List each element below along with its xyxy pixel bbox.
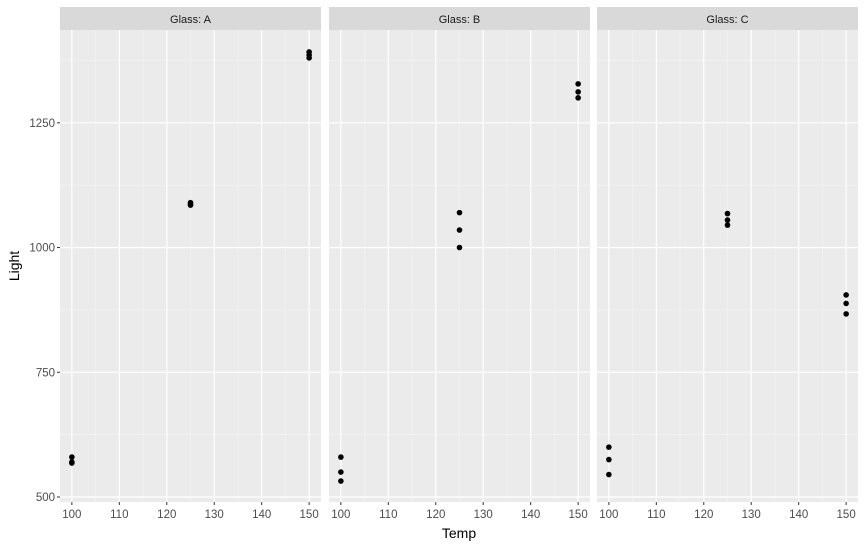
x-tick-label: 120	[694, 509, 713, 521]
data-point	[606, 471, 612, 478]
facet-strip-label: Glass: A	[170, 14, 212, 26]
x-tick-label: 140	[789, 509, 808, 521]
data-point	[843, 300, 849, 307]
x-tick-label: 130	[474, 509, 493, 521]
data-point	[338, 469, 344, 475]
x-tick-label: 150	[837, 509, 856, 521]
x-tick-label: 150	[300, 509, 319, 521]
x-tick-label: 100	[62, 509, 81, 521]
x-axis-title: Temp	[442, 525, 476, 541]
x-tick-label: 140	[252, 509, 271, 521]
y-axis-title: Light	[6, 251, 22, 281]
facet-panel-c: Glass: C 100 110 120 130 140 150	[597, 7, 858, 521]
data-point	[843, 311, 849, 317]
data-point	[575, 89, 581, 95]
data-point	[843, 292, 849, 298]
facet-strip-label: Glass: C	[706, 14, 748, 26]
y-tick-label: 500	[36, 492, 55, 504]
data-point	[456, 227, 463, 233]
x-tick-label: 110	[110, 509, 128, 521]
data-point	[187, 201, 194, 207]
data-point	[724, 217, 731, 223]
y-axis: 500 750 1000 1250	[29, 118, 60, 504]
x-tick-label: 140	[521, 509, 540, 521]
x-tick-label: 150	[569, 509, 588, 521]
y-tick-label: 750	[36, 367, 55, 379]
data-point	[606, 444, 612, 450]
x-tick-label: 130	[742, 509, 761, 521]
data-point	[456, 244, 463, 251]
x-tick-label: 120	[426, 509, 445, 521]
x-tick-label: 130	[205, 509, 224, 521]
x-tick-label: 100	[599, 509, 618, 521]
data-point	[338, 478, 344, 484]
facet-panels: Glass: A 100 110 120 130 140 150 Glass: B 100 110…	[60, 7, 858, 521]
facet-strip	[329, 7, 590, 30]
data-point	[575, 95, 581, 101]
facet-panel-a: Glass: A 100 110 120 130 140 150	[60, 7, 321, 521]
data-point	[306, 52, 312, 58]
data-point	[456, 209, 463, 216]
data-point	[338, 454, 344, 460]
x-tick-label: 110	[647, 509, 665, 521]
facet-strip	[597, 7, 858, 30]
facet-strip	[60, 7, 321, 30]
facet-strip-label: Glass: B	[439, 14, 481, 26]
x-tick-label: 120	[157, 509, 176, 521]
data-point	[69, 454, 75, 460]
data-point	[575, 81, 581, 87]
data-point	[69, 459, 75, 465]
facet-panel-b: Glass: B 100 110 120 130 140 150	[329, 7, 590, 521]
x-tick-label: 110	[379, 509, 397, 521]
data-point	[606, 456, 612, 463]
data-point	[724, 210, 731, 217]
data-point	[724, 222, 731, 228]
y-tick-label: 1000	[29, 243, 55, 255]
x-tick-label: 100	[331, 509, 350, 521]
y-tick-label: 1250	[29, 118, 55, 130]
